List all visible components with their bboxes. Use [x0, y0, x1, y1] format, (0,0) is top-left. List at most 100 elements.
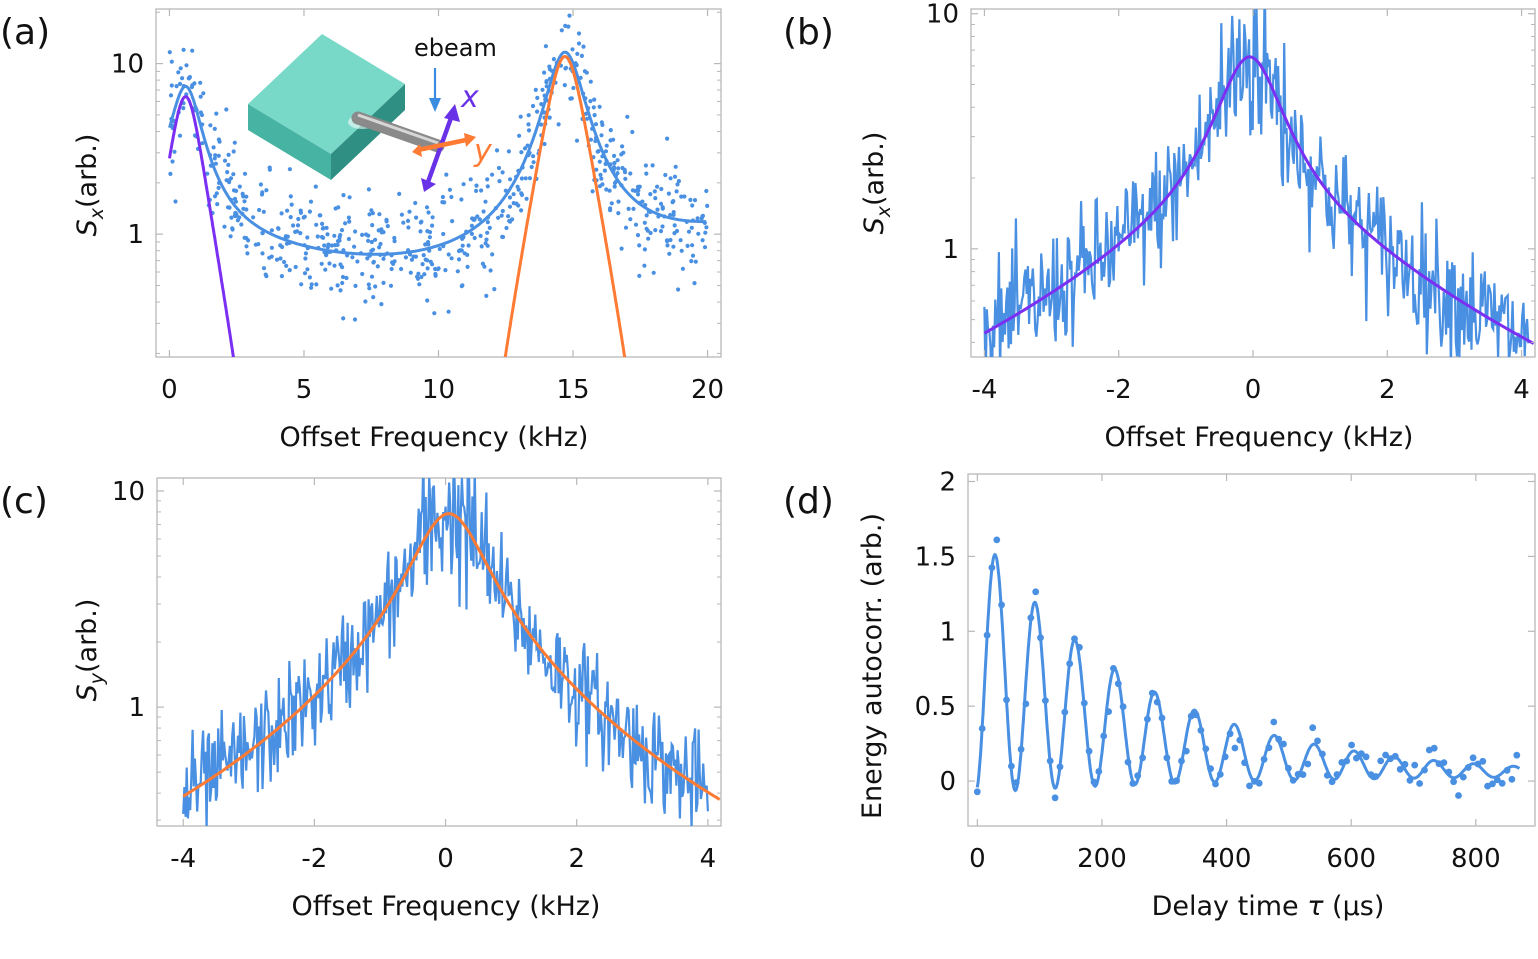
panel-a-data-point [332, 233, 337, 238]
panel-d-data-point [1280, 740, 1287, 748]
panel-a-data-point [459, 197, 464, 202]
panel-a-data-point [628, 217, 633, 222]
panel-a-data-point [371, 295, 376, 300]
panel-d-data-point [1027, 614, 1035, 622]
panel-c-xtick-label: 0 [437, 844, 454, 874]
panel-a-data-point [237, 184, 242, 189]
panel-a-data-point [500, 170, 505, 175]
panel-a-data-point [449, 256, 454, 261]
panel-a-data-point [655, 184, 660, 189]
panel-a-data-point [446, 252, 451, 257]
panel-a-data-point [596, 149, 601, 154]
panel-a-data-point [229, 215, 234, 220]
panel-a-data-point [350, 255, 355, 260]
panel-d-data-point [1124, 758, 1132, 766]
panel-d-data-point [1061, 708, 1069, 716]
panel-a-data-point [490, 172, 495, 177]
panel-a-data-point [422, 272, 427, 277]
panel-a-data-point [468, 177, 473, 182]
panel-c-ticks: -4 -2 0 2 4 1 10 [112, 477, 721, 874]
panel-a-data-point [174, 84, 179, 89]
panel-a-data-point [353, 283, 358, 288]
panel-a-data-point [288, 215, 293, 220]
panel-a-data-point [401, 220, 406, 225]
inset-x-label: x [460, 80, 479, 115]
panel-a-data-point [425, 240, 431, 245]
panel-a-data-point [616, 199, 621, 204]
panel-a-data-point [676, 179, 682, 184]
panel-a-data-point [241, 206, 246, 211]
panel-a-data-point [279, 211, 284, 216]
panel-d-data-point [1212, 780, 1219, 788]
panel-a-data-point [659, 186, 664, 192]
panel-d-xtick-label: 200 [1077, 844, 1127, 874]
panel-a-data-point [514, 201, 519, 206]
panel-a-data-point [623, 176, 628, 181]
panel-d-data-point [1285, 764, 1292, 772]
panel-a-data-point [173, 199, 178, 204]
panel-a-data-point [608, 128, 613, 133]
panel-c-xtick-label: -2 [301, 844, 327, 874]
panel-a-data-point [325, 232, 330, 237]
panel-a-data-point [293, 264, 298, 270]
panel-a-data-point [508, 219, 513, 224]
panel-a-data-point [615, 171, 620, 176]
panel-a-data-point [469, 223, 474, 228]
panel-a-data-point [373, 284, 378, 289]
panel-a-data-point [602, 168, 608, 173]
panel-a-data-point [377, 212, 382, 217]
panel-a-data-point [526, 113, 531, 118]
panel-a-data-point [705, 203, 710, 208]
panel-c-xtick-label: 2 [568, 844, 585, 874]
panel-a-data-point [630, 188, 636, 193]
panel-a-data-point [695, 216, 700, 221]
panel-d-data-point [1246, 782, 1253, 790]
panel-a-data-point [168, 93, 174, 98]
panel-a-data-point [318, 213, 323, 218]
panel-a-data-point [384, 219, 389, 224]
panel-d-data-point [1221, 753, 1229, 761]
panel-a-data-point [506, 214, 511, 219]
panel-a-data-point [562, 83, 567, 88]
panel-a-data-point [327, 261, 332, 266]
panel-a-data-point [413, 254, 418, 259]
panel-c-xtick-label: -4 [170, 844, 196, 874]
panel-a-data-point [696, 231, 701, 236]
panel-a-data-point [242, 199, 247, 204]
panel-a-data-point [407, 209, 412, 214]
panel-a-data-point [688, 197, 693, 202]
panel-b-ytick-label: 1 [942, 235, 959, 265]
panel-a-data-point [472, 217, 477, 222]
panel-d-data-point [1255, 779, 1263, 787]
panel-d-data-point [1129, 780, 1137, 787]
panel-a-data-point [531, 160, 536, 165]
panel-a-data-point [307, 275, 312, 280]
panel-a-data-point [235, 218, 240, 223]
panel-a-data-point [482, 264, 487, 269]
panel-a-data-point [640, 199, 645, 204]
panel-a-data-point [186, 76, 191, 81]
panel-a-data-point [352, 244, 357, 249]
panel-a-data-point [322, 243, 327, 248]
panel-a-data-point [674, 189, 679, 194]
panel-a-data-point [567, 13, 572, 18]
panel-d-data-point [1489, 780, 1496, 788]
inset-y-arrow-head-left [412, 144, 422, 157]
panel-a-data-point [227, 205, 232, 210]
panel-a-data-point [680, 266, 686, 271]
panel-a-data-point [364, 232, 369, 237]
panel-a-data-point [379, 302, 384, 307]
panel-a-data-point [668, 212, 673, 218]
panel-a-data-point [378, 241, 383, 247]
panel-c-xlabel: Offset Frequency (kHz) [292, 891, 601, 922]
panel-a-data-point [443, 268, 448, 273]
panel-d-data-point [1119, 703, 1127, 711]
panel-a-data-point [615, 158, 620, 163]
panel-a-data-point [415, 276, 421, 281]
inset-y-label: y [473, 134, 493, 169]
panel-a-data-point [472, 235, 477, 241]
panel-a-data-point [375, 264, 380, 269]
panel-a-data-point [660, 224, 665, 229]
panel-a-data-point [245, 251, 250, 256]
panel-a-data-point [671, 212, 676, 217]
